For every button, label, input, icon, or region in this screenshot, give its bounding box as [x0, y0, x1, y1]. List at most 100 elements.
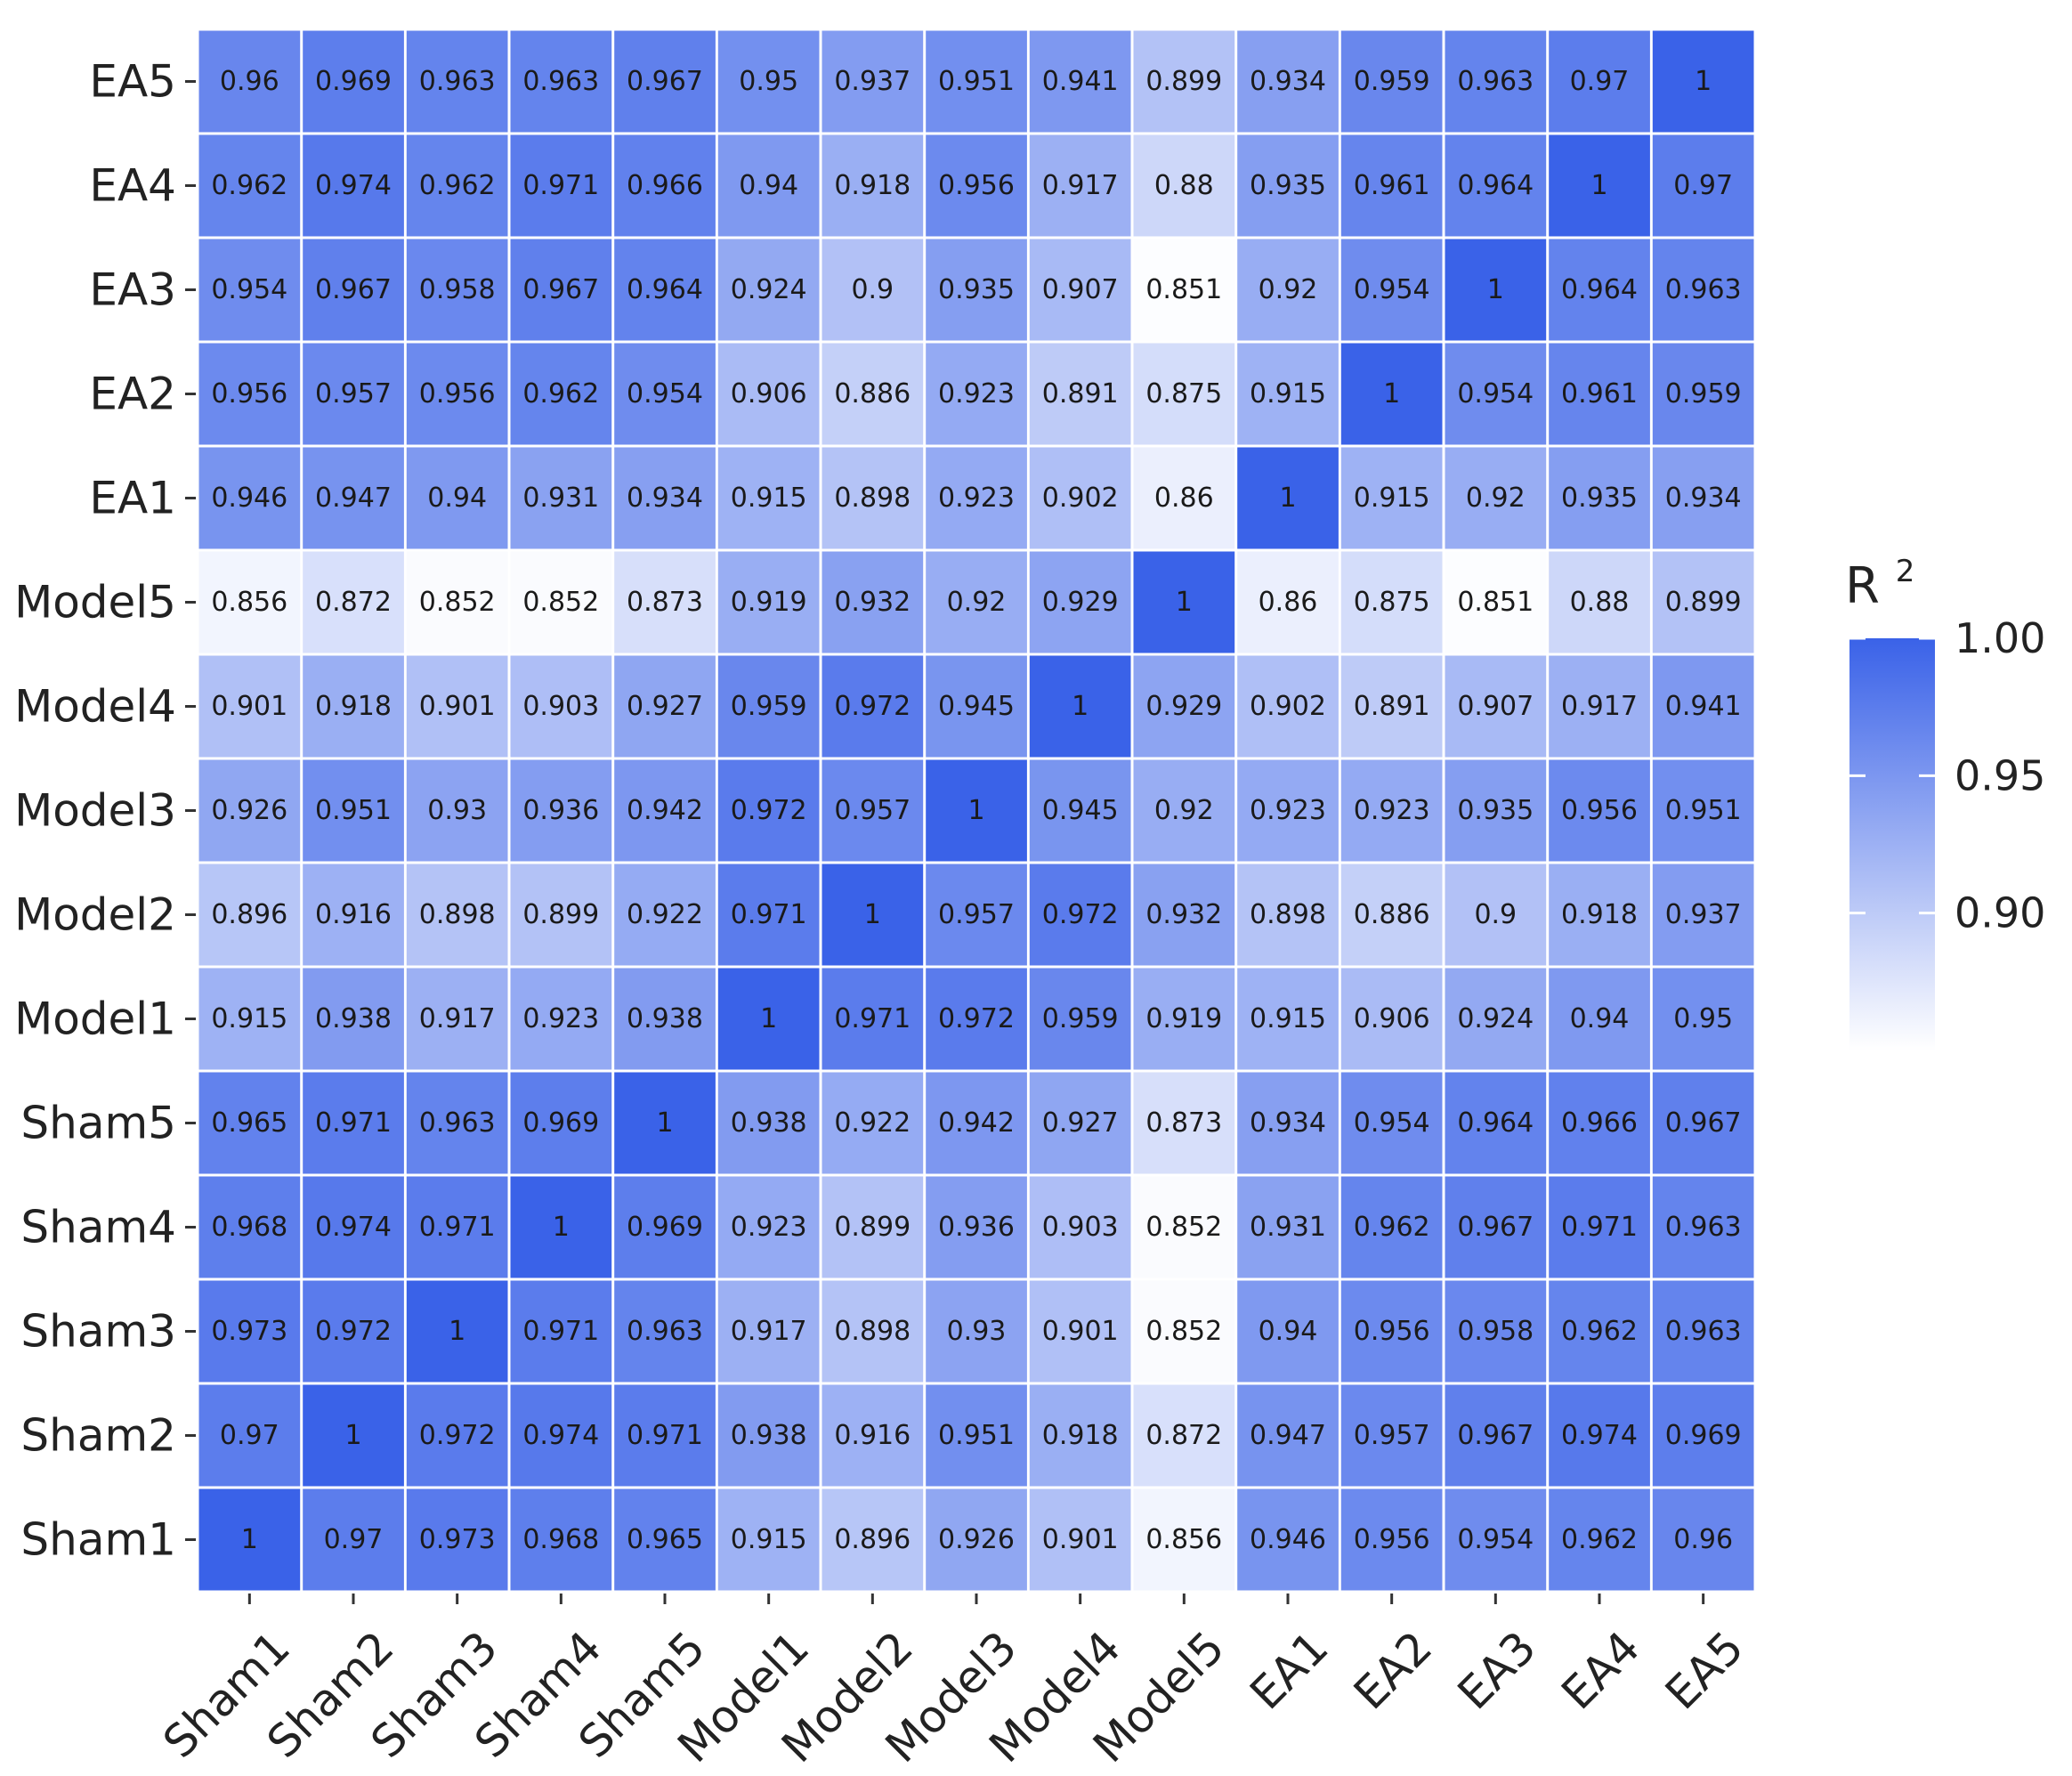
- cell-label-Sham1-Sham5: 0.965: [627, 1524, 703, 1555]
- y-tick-label-EA5: EA5: [89, 56, 176, 108]
- cell-label-EA5-Sham3: 0.963: [419, 66, 496, 97]
- heatmap-cell-Model5-Model3: [926, 551, 1027, 653]
- heatmap-cell-Model5-Sham1: [198, 551, 301, 653]
- cell-label-Model4-Model2: 0.972: [834, 691, 911, 722]
- heatmap-cell-Sham5-Sham1: [198, 1072, 301, 1174]
- heatmap-cell-Model5-EA4: [1549, 551, 1650, 653]
- cell-label-Sham4-Sham3: 0.971: [419, 1212, 496, 1243]
- y-tick-label-EA3: EA3: [89, 264, 176, 316]
- cell-label-EA5-Sham5: 0.967: [627, 66, 703, 97]
- cell-label-Sham1-EA4: 0.962: [1561, 1524, 1638, 1555]
- cell-label-EA3-Sham1: 0.954: [211, 274, 287, 305]
- cell-label-Model1-Sham3: 0.917: [419, 1003, 496, 1034]
- heatmap-cell-Sham4-Sham1: [198, 1176, 301, 1278]
- cell-label-Model5-EA4: 0.88: [1570, 587, 1630, 618]
- cell-label-EA2-Model3: 0.923: [938, 378, 1015, 410]
- heatmap-cell-Model5-Model5: [1133, 551, 1235, 653]
- heatmap-cell-Sham2-Sham2: [303, 1384, 404, 1487]
- y-tick-label-Sham1: Sham1: [20, 1514, 176, 1566]
- heatmap-cell-Sham4-Sham4: [510, 1176, 612, 1278]
- cell-label-Sham5-EA2: 0.954: [1354, 1107, 1430, 1139]
- cell-label-Sham2-Model3: 0.951: [938, 1420, 1015, 1451]
- heatmap-cell-Model4-EA3: [1445, 655, 1547, 758]
- cell-label-Sham2-Model4: 0.918: [1042, 1420, 1119, 1451]
- heatmap-cell-EA1-Sham5: [614, 447, 716, 549]
- cell-label-EA2-EA1: 0.915: [1250, 378, 1326, 410]
- legend-colorbar: [1849, 638, 1935, 1050]
- cell-label-EA5-EA1: 0.934: [1250, 66, 1326, 97]
- x-axis: Sham1Sham2Sham3Sham4Sham5Model1Model2Mod…: [153, 1594, 1753, 1772]
- cell-label-Sham3-Model2: 0.898: [834, 1316, 911, 1347]
- cell-label-Model5-Sham2: 0.872: [315, 587, 392, 618]
- y-axis: Sham1 Sham2 Sham3 Sham4 Sham5 Model1 Model2 Mod…: [14, 56, 196, 1566]
- heatmap-cell-EA5-Model2: [822, 30, 924, 133]
- heatmap-cell-Model4-EA5: [1652, 655, 1754, 758]
- heatmap-cell-EA4-Model4: [1029, 134, 1131, 237]
- cell-labels: 1 0.97 0.973 0.968 0.965 0.915 0.896 0.926 0.901…: [211, 66, 1741, 1555]
- cell-label-Sham3-Sham1: 0.973: [211, 1316, 287, 1347]
- cell-label-Sham4-Sham2: 0.974: [315, 1212, 392, 1243]
- cell-label-EA2-Sham4: 0.962: [522, 378, 599, 410]
- heatmap-cell-Model3-Sham2: [303, 759, 404, 862]
- cell-label-EA3-Model3: 0.935: [938, 274, 1015, 305]
- heatmap-cell-Model3-EA2: [1340, 759, 1443, 862]
- cell-label-EA5-Model4: 0.941: [1042, 66, 1119, 97]
- heatmap-cell-Sham5-Model2: [822, 1072, 924, 1174]
- cell-label-EA2-Sham1: 0.956: [211, 378, 287, 410]
- cell-label-Sham4-Model4: 0.903: [1042, 1212, 1119, 1243]
- heatmap-cell-Model2-EA3: [1445, 864, 1547, 966]
- cell-label-Sham1-Sham3: 0.973: [419, 1524, 496, 1555]
- cell-label-EA3-Sham4: 0.967: [522, 274, 599, 305]
- cell-label-Sham3-EA1: 0.94: [1259, 1316, 1318, 1347]
- heatmap-cell-Sham4-Model3: [926, 1176, 1027, 1278]
- heatmap-cell-EA2-Model1: [717, 343, 820, 445]
- cell-label-Sham1-EA5: 0.96: [1673, 1524, 1733, 1555]
- cell-label-Model2-Model3: 0.957: [938, 899, 1015, 930]
- heatmap-cell-Sham1-EA2: [1340, 1488, 1443, 1591]
- heatmap-cell-EA5-EA2: [1340, 30, 1443, 133]
- cell-label-EA1-EA4: 0.935: [1561, 483, 1638, 514]
- heatmap-cell-EA5-EA1: [1237, 30, 1339, 133]
- heatmap-cell-EA3-Model5: [1133, 239, 1235, 341]
- legend-ticks: 1.00 0.95 0.90: [1849, 614, 2045, 937]
- cell-label-Model2-EA5: 0.937: [1665, 899, 1742, 930]
- cell-label-EA3-Model2: 0.9: [851, 274, 894, 305]
- heatmap-cell-Model5-Sham5: [614, 551, 716, 653]
- cell-label-Sham4-Model3: 0.936: [938, 1212, 1015, 1243]
- cell-label-Sham2-Sham5: 0.971: [627, 1420, 703, 1451]
- cell-label-Sham5-Sham3: 0.963: [419, 1107, 496, 1139]
- heatmap-cell-Sham4-EA3: [1445, 1176, 1547, 1278]
- heatmap-cell-Model3-Sham4: [510, 759, 612, 862]
- cell-label-Sham1-Sham1: 1: [241, 1524, 258, 1555]
- heatmap-cell-Model5-EA5: [1652, 551, 1754, 653]
- heatmap-cell-Model2-EA2: [1340, 864, 1443, 966]
- heatmap-cell-EA2-EA3: [1445, 343, 1547, 445]
- heatmap-cell-Sham4-Sham3: [406, 1176, 508, 1278]
- cell-label-EA4-Sham4: 0.971: [522, 170, 599, 201]
- cell-label-EA4-Sham2: 0.974: [315, 170, 392, 201]
- heatmap-cell-Model4-Sham4: [510, 655, 612, 758]
- heatmap-cell-EA4-EA5: [1652, 134, 1754, 237]
- cell-label-Model3-Sham1: 0.926: [211, 795, 287, 826]
- heatmap-cell-EA1-Sham3: [406, 447, 508, 549]
- cell-label-Model5-Sham5: 0.873: [627, 587, 703, 618]
- heatmap-cells: [198, 29, 1755, 1592]
- heatmap-cell-Model3-EA1: [1237, 759, 1339, 862]
- heatmap-cell-Sham5-Model1: [717, 1072, 820, 1174]
- cell-label-Model2-Sham2: 0.916: [315, 899, 392, 930]
- y-tick-label-Sham5: Sham5: [20, 1098, 176, 1149]
- cell-label-Model5-Sham4: 0.852: [522, 587, 599, 618]
- cell-label-Model2-EA3: 0.9: [1474, 899, 1517, 930]
- cell-label-EA2-Sham3: 0.956: [419, 378, 496, 410]
- heatmap-cell-EA5-Sham1: [198, 30, 301, 133]
- y-tick-label-Sham3: Sham3: [20, 1306, 176, 1358]
- heatmap-cell-Model3-Model4: [1029, 759, 1131, 862]
- cell-label-Model5-Model1: 0.919: [731, 587, 807, 618]
- heatmap-cell-Sham5-Sham3: [406, 1072, 508, 1174]
- heatmap-cell-Sham4-Model1: [717, 1176, 820, 1278]
- x-tick-label-EA4: EA4: [1551, 1621, 1649, 1719]
- heatmap-cell-EA4-EA1: [1237, 134, 1339, 237]
- heatmap-cell-Sham3-EA5: [1652, 1280, 1754, 1383]
- heatmap-cell-Model4-Sham2: [303, 655, 404, 758]
